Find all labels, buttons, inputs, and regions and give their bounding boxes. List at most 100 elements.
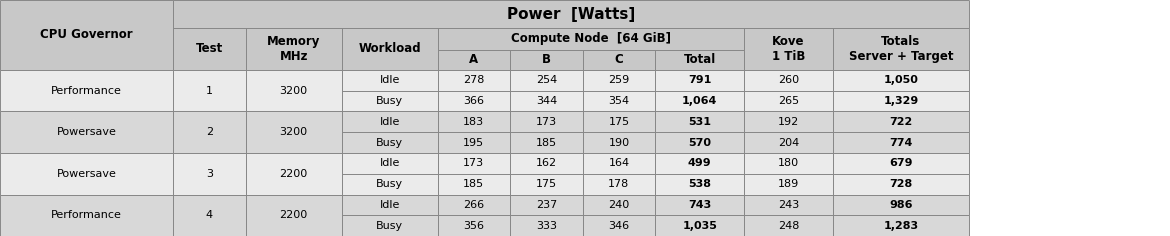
Text: Test: Test xyxy=(195,42,223,55)
Text: 266: 266 xyxy=(463,200,484,210)
Bar xyxy=(510,132,583,153)
Bar xyxy=(583,194,655,215)
Text: Idle: Idle xyxy=(379,158,400,168)
Text: Workload: Workload xyxy=(358,42,421,55)
Bar xyxy=(583,174,655,194)
Bar xyxy=(655,194,744,215)
Text: 178: 178 xyxy=(608,179,629,189)
Text: 248: 248 xyxy=(778,221,799,231)
Bar xyxy=(583,91,655,111)
Bar xyxy=(583,153,655,174)
Bar xyxy=(744,153,833,174)
Text: 2: 2 xyxy=(206,127,213,137)
Text: Busy: Busy xyxy=(376,179,404,189)
Bar xyxy=(655,70,744,91)
Bar xyxy=(173,28,246,70)
Bar xyxy=(438,50,510,70)
Bar xyxy=(833,215,969,236)
Text: Powersave: Powersave xyxy=(56,127,117,137)
Text: 346: 346 xyxy=(608,221,629,231)
Text: A: A xyxy=(469,53,479,66)
Bar xyxy=(342,111,438,132)
Bar xyxy=(438,215,510,236)
Text: 333: 333 xyxy=(536,221,557,231)
Text: 190: 190 xyxy=(608,138,629,148)
Text: 243: 243 xyxy=(778,200,799,210)
Bar xyxy=(0,0,173,70)
Bar xyxy=(583,215,655,236)
Text: 774: 774 xyxy=(889,138,913,148)
Bar xyxy=(0,153,173,194)
Text: 2200: 2200 xyxy=(280,169,308,179)
Bar xyxy=(744,70,833,91)
Text: 366: 366 xyxy=(463,96,484,106)
Bar xyxy=(833,111,969,132)
Text: 743: 743 xyxy=(688,200,711,210)
Text: Compute Node  [64 GiB]: Compute Node [64 GiB] xyxy=(511,32,670,45)
Text: Idle: Idle xyxy=(379,75,400,85)
Bar xyxy=(438,194,510,215)
Text: 189: 189 xyxy=(778,179,799,189)
Text: 185: 185 xyxy=(463,179,484,189)
Text: 3: 3 xyxy=(206,169,213,179)
Text: 162: 162 xyxy=(536,158,557,168)
Text: 538: 538 xyxy=(688,179,711,189)
Bar xyxy=(438,132,510,153)
Text: 2200: 2200 xyxy=(280,210,308,220)
Bar xyxy=(583,70,655,91)
Bar xyxy=(342,194,438,215)
Text: 237: 237 xyxy=(536,200,557,210)
Text: 344: 344 xyxy=(536,96,557,106)
Bar xyxy=(246,70,342,111)
Bar xyxy=(833,174,969,194)
Text: Powersave: Powersave xyxy=(56,169,117,179)
Text: 356: 356 xyxy=(463,221,484,231)
Bar xyxy=(833,70,969,91)
Bar xyxy=(744,132,833,153)
Text: Totals
Server + Target: Totals Server + Target xyxy=(848,35,954,63)
Bar xyxy=(438,153,510,174)
Text: 180: 180 xyxy=(778,158,799,168)
Text: 173: 173 xyxy=(536,117,557,127)
Bar xyxy=(510,215,583,236)
Text: Memory
MHz: Memory MHz xyxy=(267,35,321,63)
Text: 192: 192 xyxy=(778,117,799,127)
Bar xyxy=(744,215,833,236)
Bar xyxy=(0,70,173,111)
Bar xyxy=(833,153,969,174)
Text: 3200: 3200 xyxy=(280,86,308,96)
Text: Kove
1 TiB: Kove 1 TiB xyxy=(772,35,805,63)
Bar xyxy=(655,50,744,70)
Bar xyxy=(173,0,969,28)
Bar xyxy=(744,174,833,194)
Text: 260: 260 xyxy=(778,75,799,85)
Text: 791: 791 xyxy=(688,75,711,85)
Bar xyxy=(438,91,510,111)
Bar xyxy=(342,91,438,111)
Text: 1,283: 1,283 xyxy=(883,221,918,231)
Bar xyxy=(744,91,833,111)
Text: 1,050: 1,050 xyxy=(883,75,918,85)
Bar xyxy=(342,70,438,91)
Bar xyxy=(342,153,438,174)
Bar xyxy=(833,132,969,153)
Text: 679: 679 xyxy=(889,158,913,168)
Text: 3200: 3200 xyxy=(280,127,308,137)
Text: 570: 570 xyxy=(688,138,711,148)
Bar xyxy=(583,132,655,153)
Text: Busy: Busy xyxy=(376,138,404,148)
Bar xyxy=(510,50,583,70)
Text: 1: 1 xyxy=(206,86,213,96)
Text: 204: 204 xyxy=(778,138,799,148)
Bar xyxy=(342,215,438,236)
Text: CPU Governor: CPU Governor xyxy=(40,29,133,42)
Text: Power  [Watts]: Power [Watts] xyxy=(507,7,635,21)
Text: 354: 354 xyxy=(608,96,629,106)
Bar xyxy=(173,70,246,111)
Bar xyxy=(438,111,510,132)
Text: Total: Total xyxy=(683,53,716,66)
Text: 1,035: 1,035 xyxy=(682,221,717,231)
Bar xyxy=(173,194,246,236)
Text: Busy: Busy xyxy=(376,221,404,231)
Bar xyxy=(583,111,655,132)
